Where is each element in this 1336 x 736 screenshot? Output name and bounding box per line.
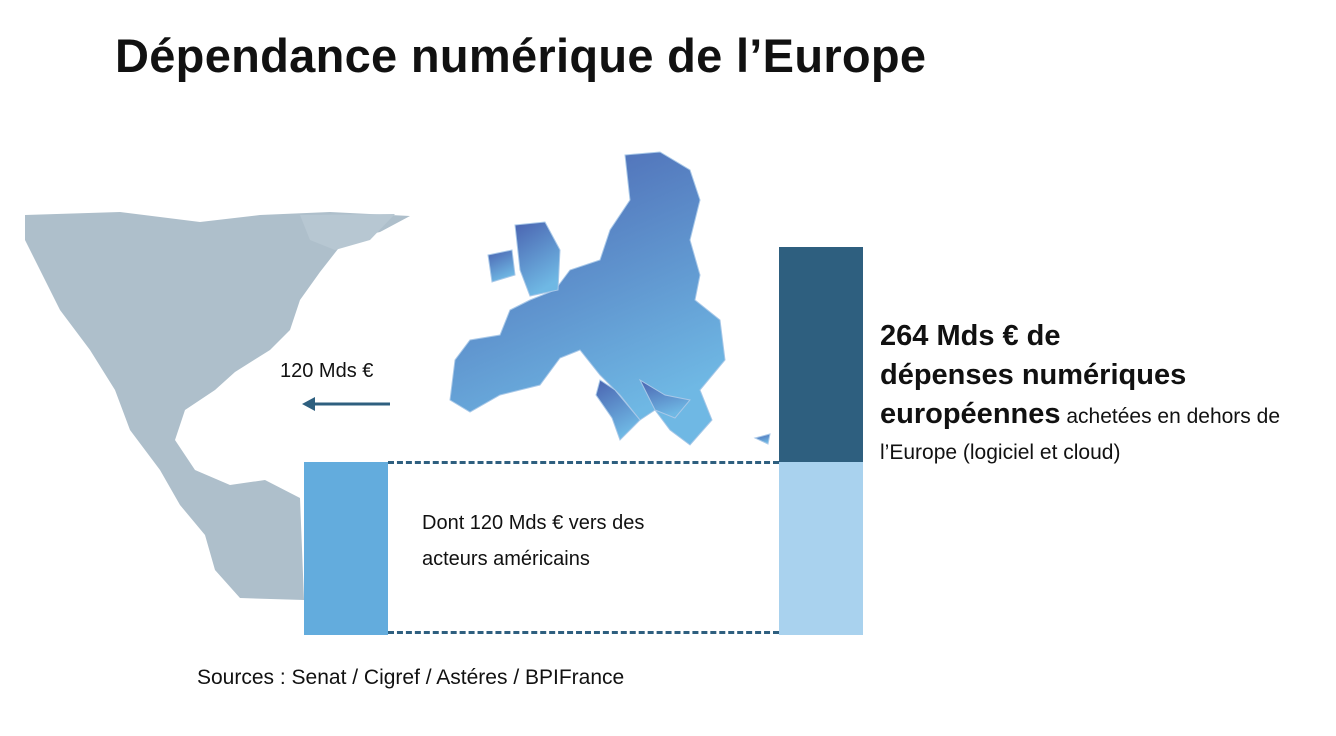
americas-map — [25, 212, 410, 600]
summary-bold-1: 264 Mds € de — [880, 320, 1061, 352]
europe-map — [449, 151, 771, 446]
total-spend-bar-bottom — [779, 462, 863, 635]
dashed-line-bottom — [388, 631, 779, 634]
summary-bold-3: européennes — [880, 398, 1061, 430]
page-title: Dépendance numérique de l’Europe — [115, 29, 927, 82]
us-share-note: Dont 120 Mds € vers des acteurs américai… — [422, 512, 645, 570]
total-spend-bar-top — [779, 247, 863, 462]
sources: Sources : Senat / Cigref / Astéres / BPI… — [197, 666, 625, 689]
us-spend-bar — [304, 462, 388, 635]
summary-text: 264 Mds € de dépenses numériques europée… — [880, 318, 1300, 471]
dashed-line-top — [388, 461, 779, 464]
flow-label: 120 Mds € — [280, 360, 374, 382]
arrow-left-icon — [302, 397, 390, 411]
summary-bold-2: dépenses numériques — [880, 359, 1187, 391]
summary-rest: achetées en dehors de l’Europe (logiciel… — [880, 405, 1280, 464]
